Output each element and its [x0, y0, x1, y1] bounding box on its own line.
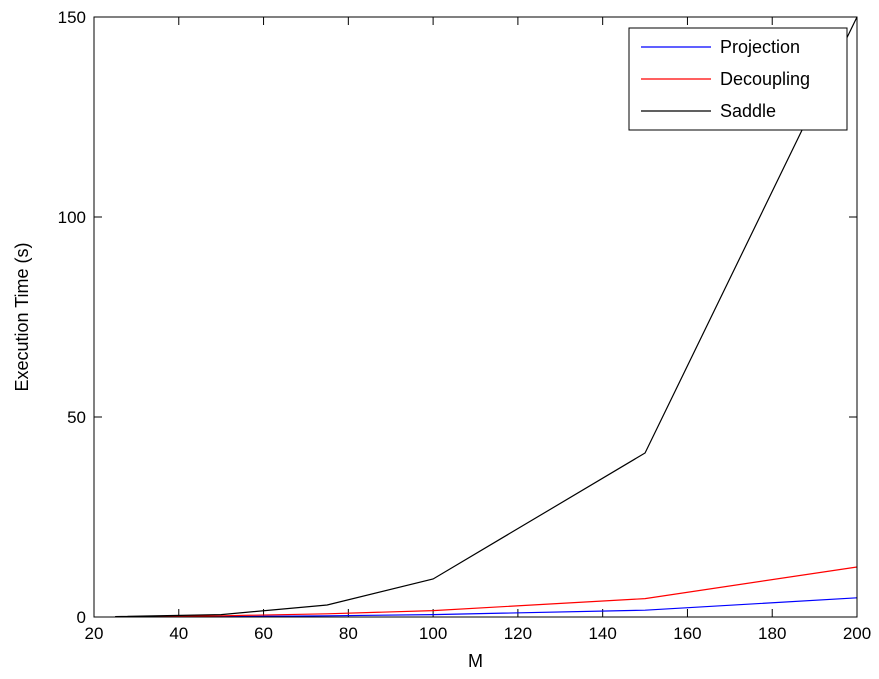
x-tick-label: 140 — [588, 624, 616, 643]
legend-label-decoupling: Decoupling — [720, 69, 810, 89]
y-tick-label: 150 — [58, 8, 86, 27]
series-line-decoupling — [115, 566, 858, 618]
y-tick-label: 100 — [58, 208, 86, 227]
plot-area-frame — [93, 16, 858, 618]
x-tick-label: 20 — [85, 624, 104, 643]
x-tick-label: 60 — [254, 624, 273, 643]
y-tick-label: 50 — [67, 408, 86, 427]
y-axis-label: Execution Time (s) — [12, 242, 32, 391]
x-tick-label: 100 — [419, 624, 447, 643]
legend: Projection Decoupling Saddle — [628, 27, 848, 131]
x-tick-label: 80 — [339, 624, 358, 643]
legend-label-saddle: Saddle — [720, 101, 776, 121]
y-tick-label: 0 — [77, 608, 86, 627]
x-tick-label: 120 — [504, 624, 532, 643]
x-axis-label: M — [468, 651, 483, 671]
tick-labels-layer: 20 40 60 80 100 120 140 160 180 200 0 50 100 150 — [58, 8, 872, 643]
legend-label-projection: Projection — [720, 37, 800, 57]
x-tick-label: 160 — [673, 624, 701, 643]
x-tick-label: 40 — [169, 624, 188, 643]
x-tick-label: 180 — [758, 624, 786, 643]
series-line-saddle — [115, 16, 858, 618]
legend-items: Projection Decoupling Saddle — [641, 37, 810, 121]
x-tick-label: 200 — [843, 624, 871, 643]
